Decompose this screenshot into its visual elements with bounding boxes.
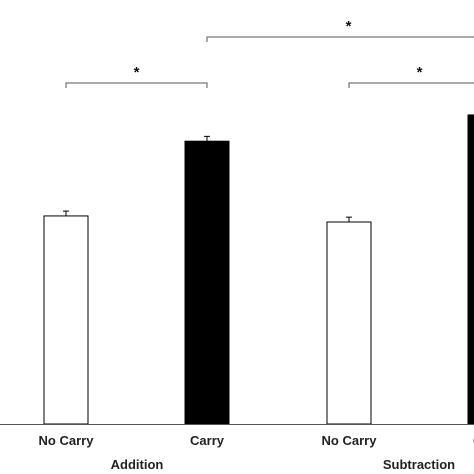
significance-layer: * * * <box>65 18 474 88</box>
bar-1 <box>43 215 89 425</box>
group-label-2: Subtraction <box>383 457 455 472</box>
significance-bracket-1 <box>65 82 208 88</box>
tick-label-2: Carry <box>190 433 225 448</box>
group-label-1: Addition <box>111 457 164 472</box>
bars-layer <box>43 114 474 425</box>
significance-bracket-3 <box>206 36 474 42</box>
significance-label-1: * <box>134 64 140 81</box>
significance-bracket-2 <box>348 82 474 88</box>
tick-label-3: No Carry <box>322 433 378 448</box>
bar-4 <box>467 114 474 425</box>
error-bars-layer <box>63 135 352 222</box>
bar-2 <box>184 140 230 425</box>
significance-label-3: * <box>346 18 352 35</box>
bar-3 <box>326 221 372 425</box>
significance-label-2: * <box>417 64 423 81</box>
group-labels-layer: Addition Subtraction <box>111 457 456 472</box>
tick-label-1: No Carry <box>39 433 95 448</box>
